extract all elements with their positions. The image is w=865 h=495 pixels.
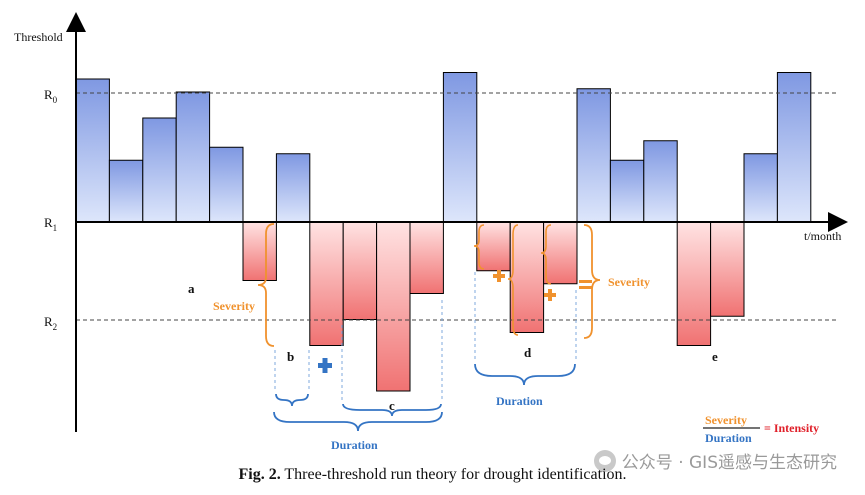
r2-label: R2 xyxy=(44,314,57,332)
plus-icon-orange-1 xyxy=(493,270,505,282)
severity-label-left: Severity xyxy=(213,299,255,313)
figure-caption: Fig. 2. Three-threshold run theory for d… xyxy=(0,466,865,484)
dry-bar-20 xyxy=(710,221,745,317)
watermark-text: 公众号 · GIS遥感与生态研究 xyxy=(621,453,837,473)
duration-label-right: Duration xyxy=(496,394,543,408)
bars-layer xyxy=(75,72,812,392)
wet-bar-17 xyxy=(609,159,645,223)
event-e-label: e xyxy=(712,349,718,364)
dry-bar-15 xyxy=(543,221,578,285)
dry-bar-11 xyxy=(409,221,444,294)
severity-brace-right xyxy=(583,224,601,339)
wechat-logo-icon xyxy=(593,449,616,472)
caption-text: Three-threshold run theory for drought i… xyxy=(284,466,627,483)
severity-brace-left xyxy=(257,223,275,347)
event-b-label: b xyxy=(287,349,294,364)
formula-denominator: Duration xyxy=(705,431,752,445)
wet-bar-7 xyxy=(275,153,311,223)
wet-bar-5 xyxy=(209,146,244,223)
duration-brace-b xyxy=(275,393,309,407)
duration-brace-c xyxy=(342,403,442,417)
r1-label: R1 xyxy=(44,215,57,233)
duration-brace-d xyxy=(474,363,576,386)
duration-label-left: Duration xyxy=(331,438,378,452)
event-c-label: c xyxy=(389,398,395,413)
severity-brace-d1 xyxy=(473,224,485,270)
formula-result: = Intensity xyxy=(764,421,819,435)
wet-bar-16 xyxy=(576,88,611,223)
wet-bar-18 xyxy=(643,140,678,223)
wet-bar-21 xyxy=(743,153,778,223)
dry-bar-6 xyxy=(242,221,277,281)
duration-brace-bc xyxy=(273,411,443,432)
plus-icon-orange-2 xyxy=(544,289,556,301)
severity-label-right: Severity xyxy=(608,275,650,289)
x-axis-label: t/month xyxy=(804,229,841,243)
plus-icon-blue xyxy=(318,358,332,373)
r0-label: R0 xyxy=(44,87,58,105)
event-d-label: d xyxy=(524,345,532,360)
wet-bar-1 xyxy=(75,78,110,223)
wet-bar-4 xyxy=(175,91,211,223)
duration-guides xyxy=(274,272,577,402)
dry-bar-9 xyxy=(342,221,378,320)
wet-bar-3 xyxy=(142,117,177,223)
event-a-label: a xyxy=(188,281,195,296)
dry-bar-19 xyxy=(676,221,712,346)
watermark: 公众号 · GIS遥感与生态研究 xyxy=(593,448,837,473)
wet-bar-2 xyxy=(108,159,144,223)
caption-prefix: Fig. 2. xyxy=(238,466,281,483)
dry-bar-14 xyxy=(509,221,545,333)
dry-bar-13 xyxy=(476,221,511,272)
equals-icon-orange xyxy=(579,280,592,289)
dry-bar-8 xyxy=(309,221,344,346)
wet-bar-12 xyxy=(442,72,478,223)
formula-numerator: Severity xyxy=(705,413,747,427)
dry-bar-10 xyxy=(376,221,411,392)
severity-brace-d3 xyxy=(540,224,552,285)
severity-brace-d2 xyxy=(507,224,519,336)
wet-bar-22 xyxy=(776,72,812,223)
y-axis-label: Threshold xyxy=(14,30,63,44)
